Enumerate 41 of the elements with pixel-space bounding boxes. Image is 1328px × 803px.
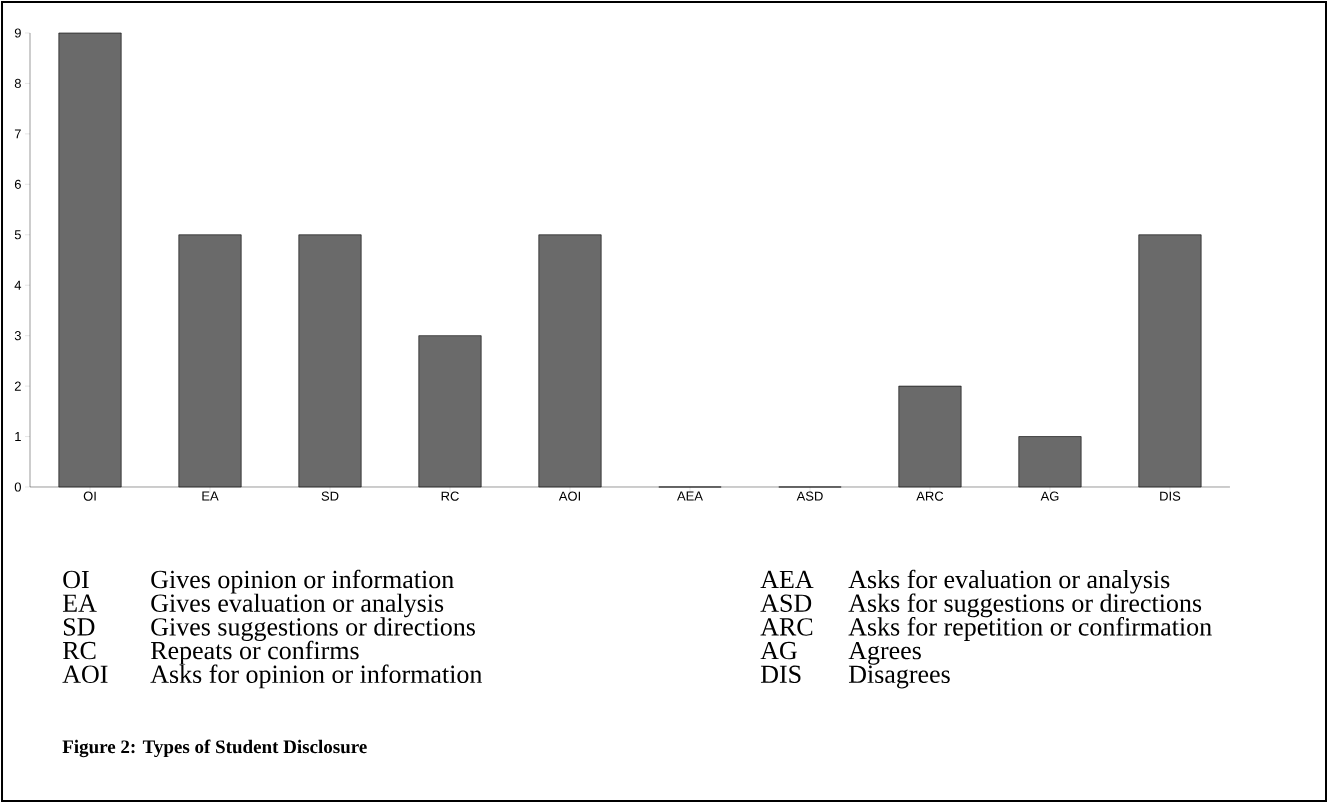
- text: ARC: [760, 618, 813, 636]
- x-tick-label: EA: [202, 491, 219, 501]
- text: Gives evaluation or analysis: [151, 593, 444, 618]
- text: RC: [62, 641, 96, 660]
- y-tick-label: 6: [14, 179, 21, 189]
- x-tick-label: ASD: [796, 491, 823, 501]
- y-tick-label: 3: [14, 331, 21, 341]
- x-tick-label: OI: [83, 491, 96, 501]
- x-tick-label: AOI: [558, 491, 580, 501]
- text: Gives suggestions or directions: [151, 617, 475, 641]
- y-tick-label: 5: [14, 230, 21, 240]
- text: Figure 2: Types of Student Disclosure: [62, 739, 367, 758]
- text: EA: [62, 594, 97, 612]
- x-tick-label: DIS: [1160, 491, 1181, 501]
- y-tick-label: 7: [14, 129, 21, 139]
- text: Agrees: [848, 641, 921, 665]
- x-tick-label: AG: [1040, 491, 1059, 501]
- text: Asks for opinion or information: [150, 664, 483, 689]
- text: Asks for suggestions or directions: [848, 593, 1202, 618]
- y-tick-label: 0: [14, 482, 21, 492]
- text: OI: [63, 570, 89, 589]
- text: Asks for repetition or confirmation: [848, 617, 1212, 641]
- x-tick-label: RC: [441, 491, 459, 501]
- text: DIS: [760, 665, 801, 684]
- text: AEA: [760, 570, 814, 588]
- x-tick-label: ARC: [916, 491, 944, 501]
- text: Repeats or confirms: [150, 640, 359, 665]
- text: ASD: [760, 594, 812, 612]
- y-tick-label: 4: [14, 280, 22, 290]
- y-tick-label: 8: [14, 78, 21, 89]
- text: Disagrees: [848, 665, 950, 689]
- y-tick-label: 2: [14, 381, 21, 391]
- x-tick-label: AEA: [677, 491, 703, 501]
- text: AOI: [62, 665, 108, 684]
- x-tick-label: SD: [321, 491, 339, 501]
- text: SD: [63, 618, 95, 636]
- y-tick-label: 9: [14, 28, 21, 38]
- text: AG: [760, 641, 797, 660]
- text: Asks for evaluation or analysis: [848, 569, 1170, 594]
- y-tick-label: 1: [15, 432, 21, 442]
- text: Gives opinion or information: [151, 569, 454, 594]
